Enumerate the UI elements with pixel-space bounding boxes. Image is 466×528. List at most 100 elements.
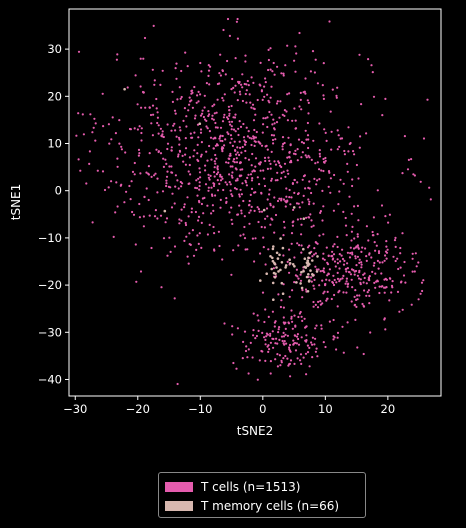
point-t-cell — [260, 144, 264, 147]
point-t-cell — [223, 144, 226, 147]
point-t-cell — [200, 246, 203, 249]
point-t-cell — [283, 226, 286, 229]
point-t-cell — [342, 210, 345, 213]
point-t-cell — [328, 320, 331, 323]
point-t-memory-cell — [272, 271, 276, 275]
point-t-cell — [338, 253, 341, 256]
point-t-cell — [288, 271, 291, 274]
point-t-cell — [142, 225, 145, 228]
point-t-cell — [337, 134, 340, 137]
legend-swatch-t-memory-cells — [165, 500, 193, 511]
point-t-cell — [236, 99, 239, 102]
point-t-cell — [284, 333, 287, 336]
point-t-cell — [350, 212, 353, 215]
point-t-cell — [171, 90, 174, 93]
point-t-cell — [211, 204, 214, 207]
point-t-cell — [314, 162, 317, 165]
point-t-cell — [286, 44, 289, 47]
point-t-cell — [310, 276, 313, 279]
point-t-cell — [153, 79, 156, 82]
point-t-cell — [332, 245, 335, 248]
point-t-cell — [230, 218, 233, 221]
point-t-cell — [413, 270, 416, 273]
point-t-cell — [189, 243, 192, 246]
point-t-cell — [244, 92, 247, 96]
point-t-cell — [310, 280, 313, 283]
point-t-cell — [291, 182, 294, 185]
point-t-cell — [314, 265, 317, 268]
point-t-cell — [101, 92, 104, 95]
point-t-cell — [261, 131, 264, 134]
point-t-cell — [266, 333, 269, 336]
point-t-cell — [327, 170, 331, 173]
point-t-memory-cell — [259, 279, 262, 282]
point-t-cell — [328, 20, 331, 23]
x-axis-ticks: −30 −20 −10 0 10 20 — [63, 396, 395, 416]
point-t-cell — [88, 162, 91, 165]
point-t-cell — [186, 255, 189, 258]
point-t-cell — [264, 338, 267, 341]
point-t-cell — [140, 131, 143, 135]
point-t-cell — [244, 143, 247, 146]
point-t-cell — [259, 142, 262, 145]
point-t-cell — [325, 139, 328, 142]
point-t-cell — [139, 172, 142, 175]
point-t-memory-cell — [279, 268, 282, 272]
point-t-cell — [298, 105, 301, 108]
point-t-cell — [301, 178, 304, 181]
point-t-memory-cell — [306, 290, 310, 293]
point-t-cell — [230, 104, 233, 108]
point-t-cell — [292, 152, 296, 155]
point-t-cell — [353, 304, 356, 307]
point-t-cell — [165, 179, 168, 182]
point-t-cell — [190, 89, 193, 93]
point-t-cell — [194, 114, 197, 117]
point-t-cell — [221, 134, 224, 138]
point-t-cell — [294, 324, 297, 327]
point-t-cell — [342, 351, 345, 354]
point-t-cell — [273, 127, 276, 130]
point-t-cell — [221, 148, 224, 151]
point-t-cell — [228, 34, 231, 38]
point-t-cell — [376, 280, 379, 283]
point-t-memory-cell — [284, 266, 287, 269]
point-t-cell — [283, 141, 286, 145]
point-t-cell — [236, 213, 239, 216]
point-t-cell — [251, 170, 254, 173]
point-t-cell — [231, 144, 234, 147]
point-t-cell — [312, 139, 315, 142]
point-t-cell — [187, 262, 190, 265]
point-t-cell — [256, 176, 259, 179]
point-t-cell — [167, 185, 170, 188]
point-t-cell — [310, 191, 313, 195]
point-t-cell — [216, 179, 219, 182]
point-t-cell — [318, 178, 321, 181]
point-t-cell — [193, 131, 196, 134]
point-t-cell — [276, 171, 279, 174]
point-t-cell — [169, 250, 172, 253]
point-t-cell — [386, 248, 389, 251]
point-t-cell — [269, 341, 272, 344]
point-t-cell — [244, 60, 247, 63]
point-t-cell — [264, 117, 267, 120]
point-t-cell — [283, 343, 286, 346]
point-t-cell — [180, 208, 183, 211]
point-t-cell — [371, 234, 374, 237]
point-t-cell — [362, 273, 365, 276]
point-t-cell — [184, 163, 187, 166]
point-t-cell — [187, 215, 190, 218]
point-t-cell — [280, 299, 283, 302]
point-t-cell — [228, 114, 231, 117]
point-t-cell — [257, 220, 260, 224]
point-t-cell — [142, 57, 145, 60]
point-t-cell — [290, 315, 293, 318]
point-t-cell — [251, 237, 254, 240]
point-t-cell — [239, 168, 242, 171]
point-t-cell — [354, 318, 357, 321]
point-t-cell — [347, 150, 350, 153]
point-t-cell — [355, 298, 358, 301]
point-t-cell — [293, 107, 296, 110]
point-t-cell — [198, 184, 201, 188]
point-t-cell — [323, 258, 326, 261]
point-t-cell — [288, 362, 292, 365]
